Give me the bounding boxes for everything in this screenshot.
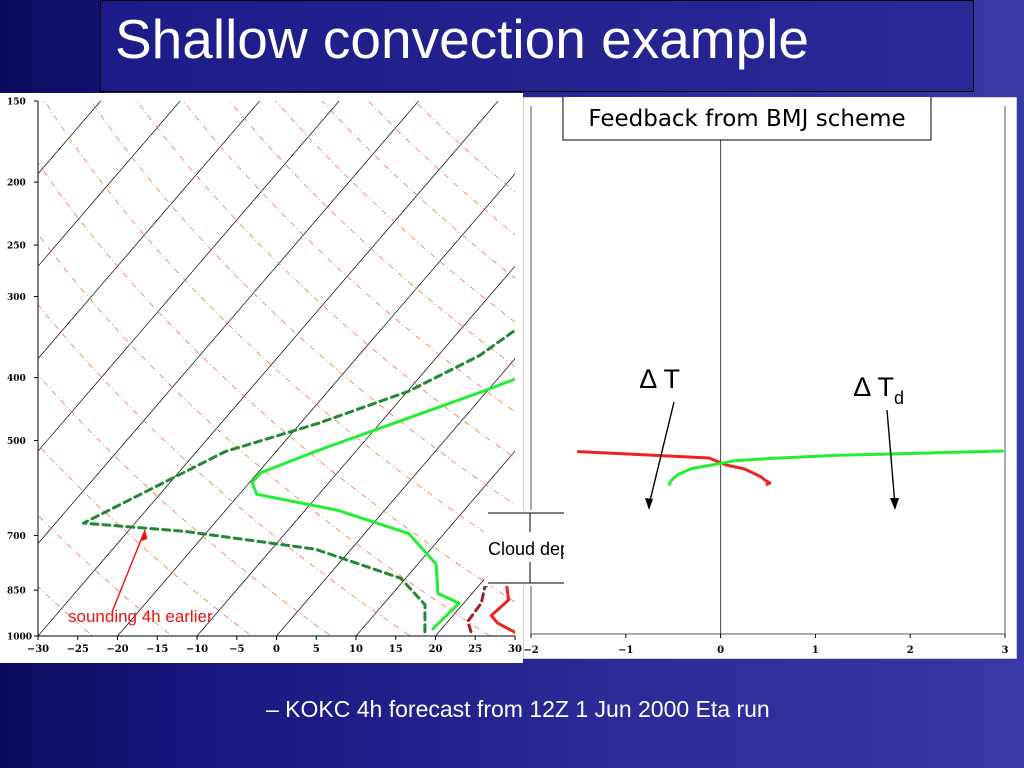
y-tick-label: 1000 <box>7 633 32 643</box>
y-tick-label: 400 <box>7 374 26 384</box>
delta-t-label: ∆ T <box>640 364 680 394</box>
feedback-x-tick-label: 2 <box>907 645 914 656</box>
dry-adiabat-line <box>44 101 515 554</box>
isotherm-line <box>276 358 515 636</box>
y-tick-label: 300 <box>7 293 26 303</box>
sounding-series-0-line <box>489 541 515 635</box>
y-tick-label: 700 <box>7 532 26 542</box>
annotation-arrow <box>111 529 146 613</box>
annotation-arrowhead <box>141 530 148 541</box>
isotherm-line <box>355 450 515 636</box>
x-tick-label: 0 <box>273 644 280 655</box>
isotherm-line <box>38 101 499 636</box>
feedback-title: Feedback from BMJ scheme <box>588 106 905 132</box>
dry-adiabat-line <box>182 101 515 413</box>
y-tick-label: 850 <box>7 587 26 597</box>
delta-td-label: ∆ Td <box>854 372 904 408</box>
isotherm-line <box>38 101 181 267</box>
delta-t-label-main: ∆ T <box>640 364 680 394</box>
x-tick-label: 25 <box>468 644 482 655</box>
feedback-x-tick-label: −1 <box>618 645 633 656</box>
y-tick-label: 250 <box>7 242 26 252</box>
x-tick-label: −10 <box>186 644 208 655</box>
y-tick-label: 500 <box>7 437 26 447</box>
cloud-depth-label: Cloud depth <box>488 539 564 559</box>
skew-t-background <box>0 93 523 663</box>
bracket-background <box>484 510 564 586</box>
isotherm-line <box>117 173 515 636</box>
delta-td-arrow <box>886 409 896 506</box>
dry-adiabat-line <box>38 444 253 636</box>
dry-adiabat-line <box>136 101 515 459</box>
feedback-x-tick-label: 1 <box>812 645 819 656</box>
feedback-x-tick-label: −2 <box>523 645 538 656</box>
x-tick-label: −5 <box>229 644 244 655</box>
x-tick-label: 30 <box>508 644 522 655</box>
delta-t-arrow <box>648 401 675 506</box>
x-tick-label: 10 <box>349 644 363 655</box>
x-tick-label: 20 <box>429 644 443 655</box>
feedback-title-box <box>562 97 932 141</box>
x-tick-label: −30 <box>27 644 49 655</box>
dry-adiabat-line <box>38 233 491 636</box>
dry-adiabat-line <box>38 514 173 636</box>
x-tick-label: −15 <box>146 644 168 655</box>
feedback-x-tick-label: 3 <box>1002 645 1009 656</box>
feedback-background <box>523 97 1017 659</box>
slide-caption: – KOKC 4h forecast from 12Z 1 Jun 2000 E… <box>266 696 770 722</box>
feedback-chart: −2 −1 0 1 2 3 Feedback from BMJ scheme ∆ T ∆ … <box>523 97 1017 659</box>
feedback-series <box>576 449 1004 486</box>
delta-t-arrowhead <box>645 498 653 510</box>
title-bar: Shallow convection example <box>100 0 974 92</box>
isotherm-line <box>38 101 340 452</box>
dry-adiabat-line <box>275 101 515 323</box>
y-tick-label: 200 <box>7 179 26 189</box>
delta-td-label-main: ∆ T <box>854 372 894 402</box>
isotherm-line <box>38 101 419 545</box>
delta-t-line <box>576 450 772 486</box>
skew-t-series <box>82 328 515 635</box>
delta-td-label-sub: d <box>894 388 904 408</box>
x-tick-label: −20 <box>106 644 128 655</box>
y-tick-label: 150 <box>7 98 26 108</box>
isotherm-line <box>38 101 260 360</box>
isotherm-line <box>196 265 515 636</box>
dry-adiabat-line <box>38 586 94 636</box>
x-tick-label: 15 <box>389 644 403 655</box>
slide-title: Shallow convection example <box>115 8 809 70</box>
x-tick-label: −25 <box>67 644 89 655</box>
x-tick-label: 5 <box>313 644 320 655</box>
feedback-x-ticks: −2 −1 0 1 2 3 <box>523 634 1009 656</box>
delta-td-arrowhead <box>890 498 899 510</box>
feedback-x-tick-label: 0 <box>717 645 724 656</box>
skew-t-grid <box>38 101 515 636</box>
sounding-annotation: sounding 4h earlier <box>68 607 213 626</box>
sounding-series-3-line <box>82 328 515 634</box>
sounding-series-1-line <box>250 377 515 631</box>
cloud-depth-bracket: Cloud depth <box>484 510 564 586</box>
delta-td-line <box>667 449 1004 486</box>
